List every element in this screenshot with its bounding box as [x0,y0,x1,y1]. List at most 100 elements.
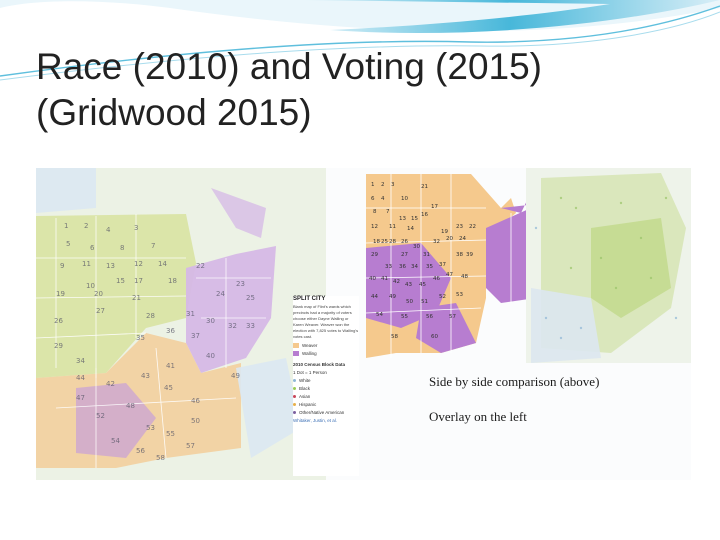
right-precinct: 57 [449,314,456,320]
precinct-number: 49 [231,372,240,380]
precinct-number: 45 [164,384,173,392]
right-precinct: 52 [439,294,446,300]
legend-walling: Walling [293,351,359,356]
walling-label: Walling [302,351,317,356]
precinct-number: 20 [94,290,103,298]
right-precinct: 11 [389,224,396,230]
precinct-number: 14 [158,260,167,268]
precinct-number: 56 [136,447,145,455]
precinct-number: 34 [76,357,85,365]
right-precinct: 26 [401,239,408,245]
right-precinct: 58 [391,334,398,340]
precinct-number: 57 [186,442,195,450]
right-precinct: 4 [381,196,385,202]
precinct-number: 15 [116,277,125,285]
right-precinct: 29 [371,252,378,258]
right-precinct: 15 [411,216,418,222]
header-swoosh [0,0,720,81]
right-precinct: 34 [411,264,418,270]
white-label: White [299,378,311,383]
right-precinct: 12 [371,224,378,230]
census-heading: 2010 Census Block Data [293,362,346,367]
legend-hispanic: Hispanic [293,402,359,407]
right-precinct: 31 [423,252,430,258]
right-precinct: 32 [433,239,440,245]
legend-description: Blank map of Flint's wards which precinc… [293,304,359,339]
precinct-number: 43 [141,372,150,380]
precinct-number: 36 [166,327,175,335]
right-precinct: 60 [431,334,438,340]
precinct-number: 21 [132,294,141,302]
right-precinct: 30 [413,244,420,250]
precinct-number: 2 [84,222,88,230]
right-precinct: 20 [446,236,453,242]
caption-side-by-side: Side by side comparison (above) [429,374,600,389]
precinct-number: 3 [134,224,138,232]
precinct-number: 33 [246,322,255,330]
asian-dot [293,395,296,398]
right-precinct: 1 [371,182,375,188]
right-precinct: 40 [369,276,376,282]
legend-heading: SPLIT CITY [293,296,326,302]
precinct-number: 35 [136,334,145,342]
legend-white: White [293,378,359,383]
black-dot [293,387,296,390]
right-precinct: 51 [421,299,428,305]
right-precinct: 45 [419,282,426,288]
right-precinct: 3 [391,182,395,188]
precinct-number: 12 [134,260,143,268]
legend-asian: Asian [293,394,359,399]
slide-title: Race (2010) and Voting (2015) (Gridwood … [36,44,676,136]
legend-black: Black [293,386,359,391]
precinct-number: 27 [96,307,105,315]
right-precinct: 16 [421,212,428,218]
asian-label: Asian [299,394,311,399]
right-precinct: 19 [441,229,448,235]
weaver-label: Weaver [302,343,318,348]
precinct-number: 30 [206,317,215,325]
right-precinct: 8 [373,209,377,215]
right-precinct: 47 [446,272,453,278]
precinct-number: 24 [216,290,225,298]
right-precinct: 43 [405,282,412,288]
title-line-1: Race (2010) and Voting (2015) [36,46,543,87]
precinct-number: 29 [54,342,63,350]
right-precinct: 53 [456,292,463,298]
right-precinct: 23 [456,224,463,230]
right-precinct: 2 [381,182,385,188]
precinct-number: 7 [151,242,155,250]
precinct-number: 44 [76,374,85,382]
hispanic-label: Hispanic [299,402,317,407]
precinct-number: 47 [76,394,85,402]
precinct-number: 19 [56,290,65,298]
right-precinct: 48 [461,274,468,280]
precinct-number: 17 [134,277,143,285]
map-legend: SPLIT CITY Blank map of Flint's wards wh… [293,296,359,476]
precinct-number: 22 [196,262,205,270]
right-precinct: 54 [376,312,383,318]
precinct-number: 11 [82,260,91,268]
dot-note: 1 Dot = 1 Person [293,370,327,375]
precinct-number: 28 [146,312,155,320]
right-precinct: 44 [371,294,378,300]
right-precinct: 49 [389,294,396,300]
right-precinct: 14 [407,226,414,232]
right-precinct: 37 [439,262,446,268]
precinct-number: 31 [186,310,195,318]
right-precinct: 22 [469,224,476,230]
white-dot [293,379,296,382]
precinct-number: 42 [106,380,115,388]
right-precinct: 28 [389,239,396,245]
right-precinct: 41 [381,276,388,282]
precinct-number: 37 [191,332,200,340]
precinct-number: 48 [126,402,135,410]
precinct-number: 50 [191,417,200,425]
precinct-number: 55 [166,430,175,438]
precinct-number: 53 [146,424,155,432]
right-precinct: 35 [426,264,433,270]
other-dot [293,411,296,414]
right-precinct: 10 [401,196,408,202]
precinct-number: 6 [90,244,95,252]
right-precinct: 17 [431,204,438,210]
